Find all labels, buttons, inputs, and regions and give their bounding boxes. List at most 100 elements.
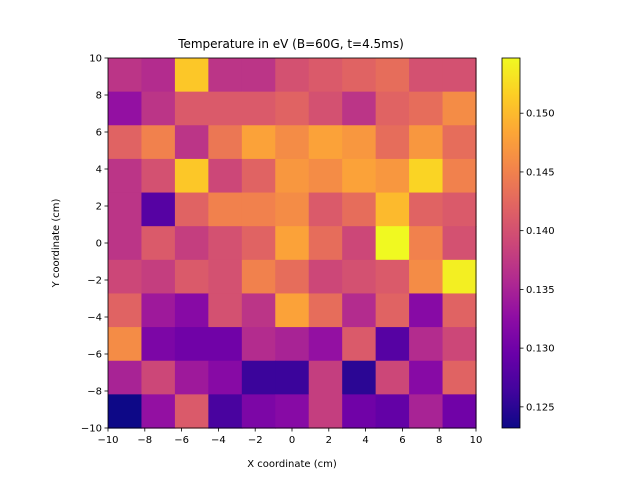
heatmap-cell <box>375 58 410 93</box>
heatmap-cell <box>342 226 377 261</box>
heatmap-cell <box>208 192 243 227</box>
heatmap-cell <box>342 293 377 328</box>
heatmap-cell <box>241 58 276 93</box>
heatmap-cell <box>108 91 143 126</box>
y-tick-label: −4 <box>87 313 102 324</box>
heatmap-cell <box>275 327 310 362</box>
heatmap-cell <box>141 327 176 362</box>
y-tick-label: 0 <box>96 239 102 250</box>
colorbar-tick-label: 0.150 <box>526 109 555 120</box>
heatmap-cell <box>375 226 410 261</box>
heatmap-cell <box>342 192 377 227</box>
x-axis: −10 −8 −6 −4 −2 0 2 4 6 8 10 <box>97 428 482 446</box>
heatmap-cell <box>241 293 276 328</box>
y-tick-label: 6 <box>96 128 102 139</box>
x-tick-label: 8 <box>436 435 442 446</box>
chart-title: Temperature in eV (B=60G, t=4.5ms) <box>177 37 404 51</box>
heatmap-cell <box>241 125 276 160</box>
heatmap-cell <box>308 125 343 160</box>
heatmap-cell <box>241 226 276 261</box>
x-tick-label: 4 <box>362 435 368 446</box>
colorbar-tick-label: 0.140 <box>526 226 555 237</box>
heatmap-cell <box>308 394 343 429</box>
heatmap-cell <box>108 158 143 194</box>
heatmap-cell <box>375 158 410 194</box>
heatmap-cell <box>275 158 310 194</box>
heatmap-cell <box>174 158 209 194</box>
x-tick-label: −6 <box>174 435 189 446</box>
heatmap-cell <box>308 293 343 328</box>
x-tick-label: 10 <box>470 435 483 446</box>
heatmap-cell <box>342 394 377 429</box>
heatmap-cell <box>375 91 410 126</box>
heatmap-cell <box>241 158 276 194</box>
heatmap-cell <box>342 58 377 93</box>
heatmap-cell <box>375 327 410 362</box>
heatmap-cell <box>174 293 209 328</box>
heatmap-cell <box>141 394 176 429</box>
heatmap-cell <box>308 192 343 227</box>
colorbar-tick-label: 0.145 <box>526 167 555 178</box>
heatmap-cell <box>308 58 343 93</box>
x-tick-label: −2 <box>248 435 263 446</box>
heatmap-cell <box>409 125 444 160</box>
heatmap-cell <box>409 360 444 395</box>
heatmap-cell <box>409 394 444 429</box>
heatmap-cell <box>442 58 477 93</box>
heatmap-cell <box>141 158 176 194</box>
heatmap-cell <box>375 192 410 227</box>
heatmap-cell <box>208 58 243 93</box>
heatmap-cell <box>241 259 276 295</box>
heatmap-cell <box>174 226 209 261</box>
heatmap-cell <box>208 91 243 126</box>
heatmap-cell <box>141 58 176 93</box>
y-axis-label: Y coordinate (cm) <box>51 198 62 288</box>
heatmap-cell <box>108 58 143 93</box>
colorbar <box>502 58 520 428</box>
heatmap-cell <box>208 158 243 194</box>
heatmap-cell <box>208 125 243 160</box>
heatmap-cell <box>442 293 477 328</box>
heatmap-cell <box>208 259 243 295</box>
heatmap-cells <box>108 58 477 429</box>
heatmap-cell <box>409 327 444 362</box>
heatmap-cell <box>141 226 176 261</box>
heatmap-cell <box>275 58 310 93</box>
heatmap-cell <box>442 360 477 395</box>
heatmap-cell <box>174 58 209 93</box>
heatmap-cell <box>275 91 310 126</box>
heatmap-cell <box>174 192 209 227</box>
heatmap-cell <box>241 394 276 429</box>
colorbar-tick-label: 0.130 <box>526 344 555 355</box>
y-tick-label: −8 <box>87 387 102 398</box>
x-tick-label: −10 <box>97 435 118 446</box>
heatmap-cell <box>275 293 310 328</box>
y-tick-label: −10 <box>81 424 102 435</box>
y-tick-label: 4 <box>96 165 102 176</box>
heatmap-cell <box>141 91 176 126</box>
heatmap-cell <box>141 125 176 160</box>
heatmap-cell <box>208 360 243 395</box>
y-tick-label: 2 <box>96 202 102 213</box>
colorbar-frame <box>501 57 521 429</box>
heatmap-cell <box>308 360 343 395</box>
x-axis-label: X coordinate (cm) <box>247 459 337 470</box>
heatmap-cell <box>409 158 444 194</box>
colorbar-axis: 0.125 0.130 0.135 0.140 0.145 0.150 <box>520 109 555 413</box>
heatmap-cell <box>174 91 209 126</box>
heatmap-cell <box>241 360 276 395</box>
heatmap-cell <box>342 327 377 362</box>
heatmap-cell <box>375 360 410 395</box>
heatmap-cell <box>275 259 310 295</box>
heatmap-cell <box>442 125 477 160</box>
heatmap-cell <box>308 327 343 362</box>
heatmap-cell <box>174 125 209 160</box>
heatmap-cell <box>409 91 444 126</box>
heatmap-cell <box>174 327 209 362</box>
heatmap-cell <box>208 394 243 429</box>
x-tick-label: 2 <box>326 435 332 446</box>
heatmap-cell <box>141 360 176 395</box>
heatmap-cell <box>308 91 343 126</box>
heatmap-cell <box>342 125 377 160</box>
heatmap-cell <box>375 259 410 295</box>
